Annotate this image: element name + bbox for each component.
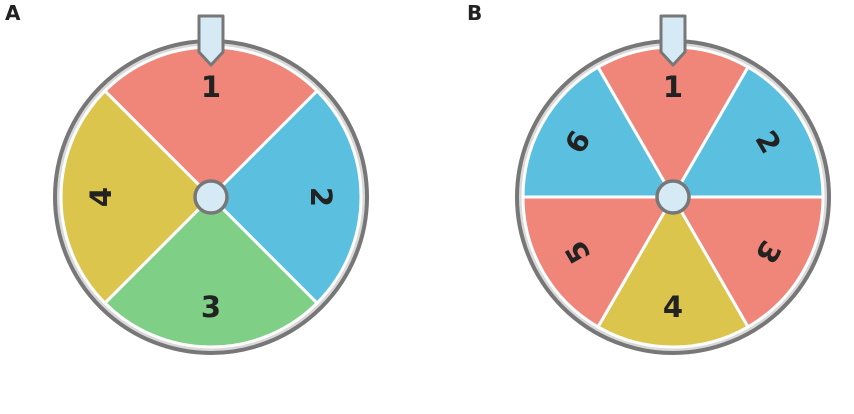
pointer bbox=[659, 14, 687, 67]
panel-label: B bbox=[467, 1, 482, 25]
spinner-section bbox=[208, 88, 363, 306]
section-label: 1 bbox=[663, 70, 683, 104]
spinner: A 1 2 3 4 bbox=[5, 1, 369, 355]
spinner-hub bbox=[193, 179, 229, 215]
panel-label: A bbox=[5, 1, 21, 25]
pointer bbox=[197, 14, 225, 67]
section-label: 4 bbox=[663, 290, 683, 324]
spinner-section bbox=[521, 195, 676, 329]
section-label: 1 bbox=[201, 70, 221, 104]
spinner-section bbox=[102, 194, 320, 349]
spinner-section bbox=[59, 88, 214, 306]
spinner-section bbox=[521, 65, 676, 199]
spinner-hub bbox=[655, 179, 691, 215]
spinner-section bbox=[670, 65, 825, 199]
section-label: 3 bbox=[201, 290, 221, 324]
section-label: 2 bbox=[304, 187, 338, 207]
spinner-section bbox=[670, 195, 825, 329]
spinner-section bbox=[595, 193, 751, 349]
section-label: 4 bbox=[84, 187, 118, 207]
